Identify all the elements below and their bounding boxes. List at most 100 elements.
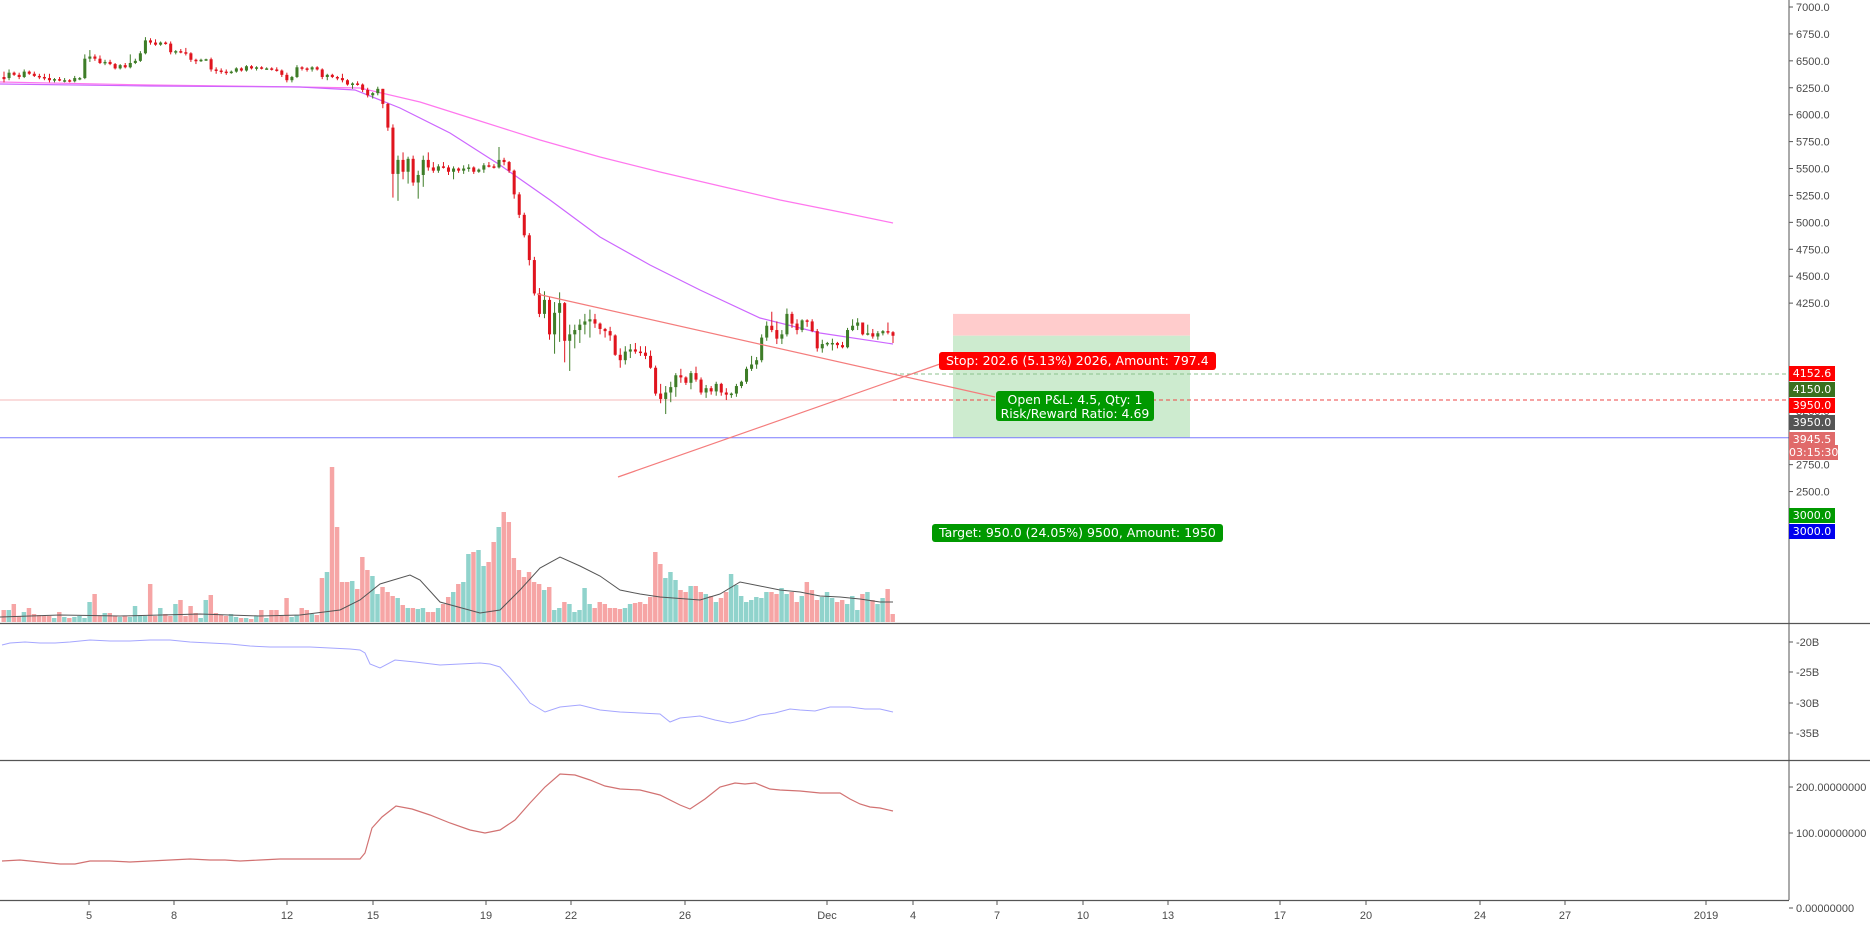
candle-up <box>325 74 329 77</box>
volume-bar <box>622 608 628 622</box>
oscillator-indicator-line <box>1 773 894 865</box>
candle-down <box>260 67 264 69</box>
volume-bar <box>501 512 506 622</box>
candle-down <box>391 127 395 174</box>
volume-bar <box>122 616 128 622</box>
volume-bar <box>829 598 835 622</box>
price-tag: 3950.0 <box>1789 398 1835 413</box>
volume-bar <box>784 594 789 622</box>
price-tick-label: 5750.0 <box>1796 137 1830 149</box>
volume-bar <box>390 596 395 622</box>
volume-bar <box>445 597 451 622</box>
trendlines[interactable] <box>536 293 996 478</box>
price-tick-label: 6250.0 <box>1796 83 1830 95</box>
volume-bar <box>648 597 653 622</box>
candle-up <box>846 330 850 348</box>
obv-tick-label: -35B <box>1796 728 1819 740</box>
candle-down <box>148 40 152 43</box>
short-ma-line <box>0 83 894 345</box>
oscillator-line <box>1 773 894 865</box>
volume-bar <box>243 618 249 622</box>
candle-up <box>588 319 592 322</box>
volume-bar <box>385 592 390 622</box>
candle-down <box>613 335 617 355</box>
candle-up <box>199 59 203 62</box>
volume-bar <box>612 608 618 622</box>
candle-up <box>482 165 486 170</box>
volume-bar <box>51 618 57 622</box>
volume-bar <box>774 594 779 622</box>
candle-down <box>446 167 451 172</box>
candle-down <box>603 328 607 332</box>
time-tick-label: 12 <box>281 910 293 922</box>
candle-up <box>568 334 572 341</box>
volume-bar <box>279 616 284 622</box>
candle-down <box>58 79 62 81</box>
candle-down <box>47 78 51 81</box>
volume-bar <box>16 616 22 622</box>
candle-down <box>719 383 723 393</box>
candle-down <box>32 73 36 76</box>
price-tick-label: 6750.0 <box>1796 29 1830 41</box>
candle-down <box>2 76 6 80</box>
volume-bar <box>733 585 739 622</box>
volume-bar <box>870 600 875 622</box>
candle-down <box>835 342 839 346</box>
volume-bar <box>536 584 542 622</box>
candle-up <box>755 360 759 365</box>
price-tick-label: 6000.0 <box>1796 110 1830 122</box>
candle-down <box>42 76 46 79</box>
candle-up <box>820 344 824 349</box>
volume-bar <box>102 613 107 622</box>
candle-down <box>840 345 845 348</box>
volume-bar <box>350 581 355 622</box>
candle-up <box>800 320 804 331</box>
volume-bar <box>728 574 734 622</box>
time-tick-label: 24 <box>1474 910 1486 922</box>
candle-up <box>295 67 299 77</box>
stop-label[interactable]: Stop: 202.6 (5.13%) 2026, Amount: 797.4 <box>939 352 1216 370</box>
open-pnl-label[interactable]: Open P&L: 4.5, Qty: 1 Risk/Reward Ratio:… <box>996 391 1154 421</box>
candle-down <box>871 333 875 337</box>
volume-bar <box>57 612 62 622</box>
price-tick-label: 2750.0 <box>1796 460 1830 472</box>
volume-bar <box>673 580 678 622</box>
candle-up <box>664 392 668 399</box>
volume-bar <box>880 598 885 622</box>
price-tick-label: 6500.0 <box>1796 56 1830 68</box>
price-tag: 3945.5 <box>1789 432 1835 447</box>
candle-down <box>361 84 365 90</box>
volume-bar <box>658 564 663 622</box>
candle-up <box>825 342 829 345</box>
volume-bar <box>228 614 234 622</box>
candle-down <box>441 166 445 168</box>
volume-bar <box>173 604 178 622</box>
volume-bar <box>430 612 436 622</box>
candle-down <box>891 332 895 336</box>
volume-bar <box>557 608 562 622</box>
candle-down <box>320 69 324 77</box>
time-tick-label: 2019 <box>1694 910 1718 922</box>
candle-down <box>638 351 642 354</box>
price-tag: 4150.0 <box>1789 382 1835 397</box>
time-tick-label: Dec <box>817 910 837 922</box>
candle-up <box>467 167 471 169</box>
price-tick-label: 5250.0 <box>1796 190 1830 202</box>
candle-up <box>63 80 67 82</box>
volume-bar <box>809 590 815 622</box>
candle-down <box>37 75 41 78</box>
candle-down <box>770 325 774 331</box>
volume-bar <box>395 598 400 622</box>
volume-bar <box>875 604 880 622</box>
target-label[interactable]: Target: 950.0 (24.05%) 9500, Amount: 195… <box>932 524 1223 542</box>
volume-bar <box>370 576 375 622</box>
volume-bar <box>587 604 592 622</box>
time-tick-label: 7 <box>994 910 1000 922</box>
candle-up <box>729 393 733 396</box>
price-tag: 3000.0 <box>1789 508 1835 523</box>
candle-up <box>628 349 632 352</box>
volume-bar <box>264 618 269 622</box>
osc-tick-label: 200.00000000 <box>1796 782 1866 794</box>
candle-down <box>345 80 349 85</box>
